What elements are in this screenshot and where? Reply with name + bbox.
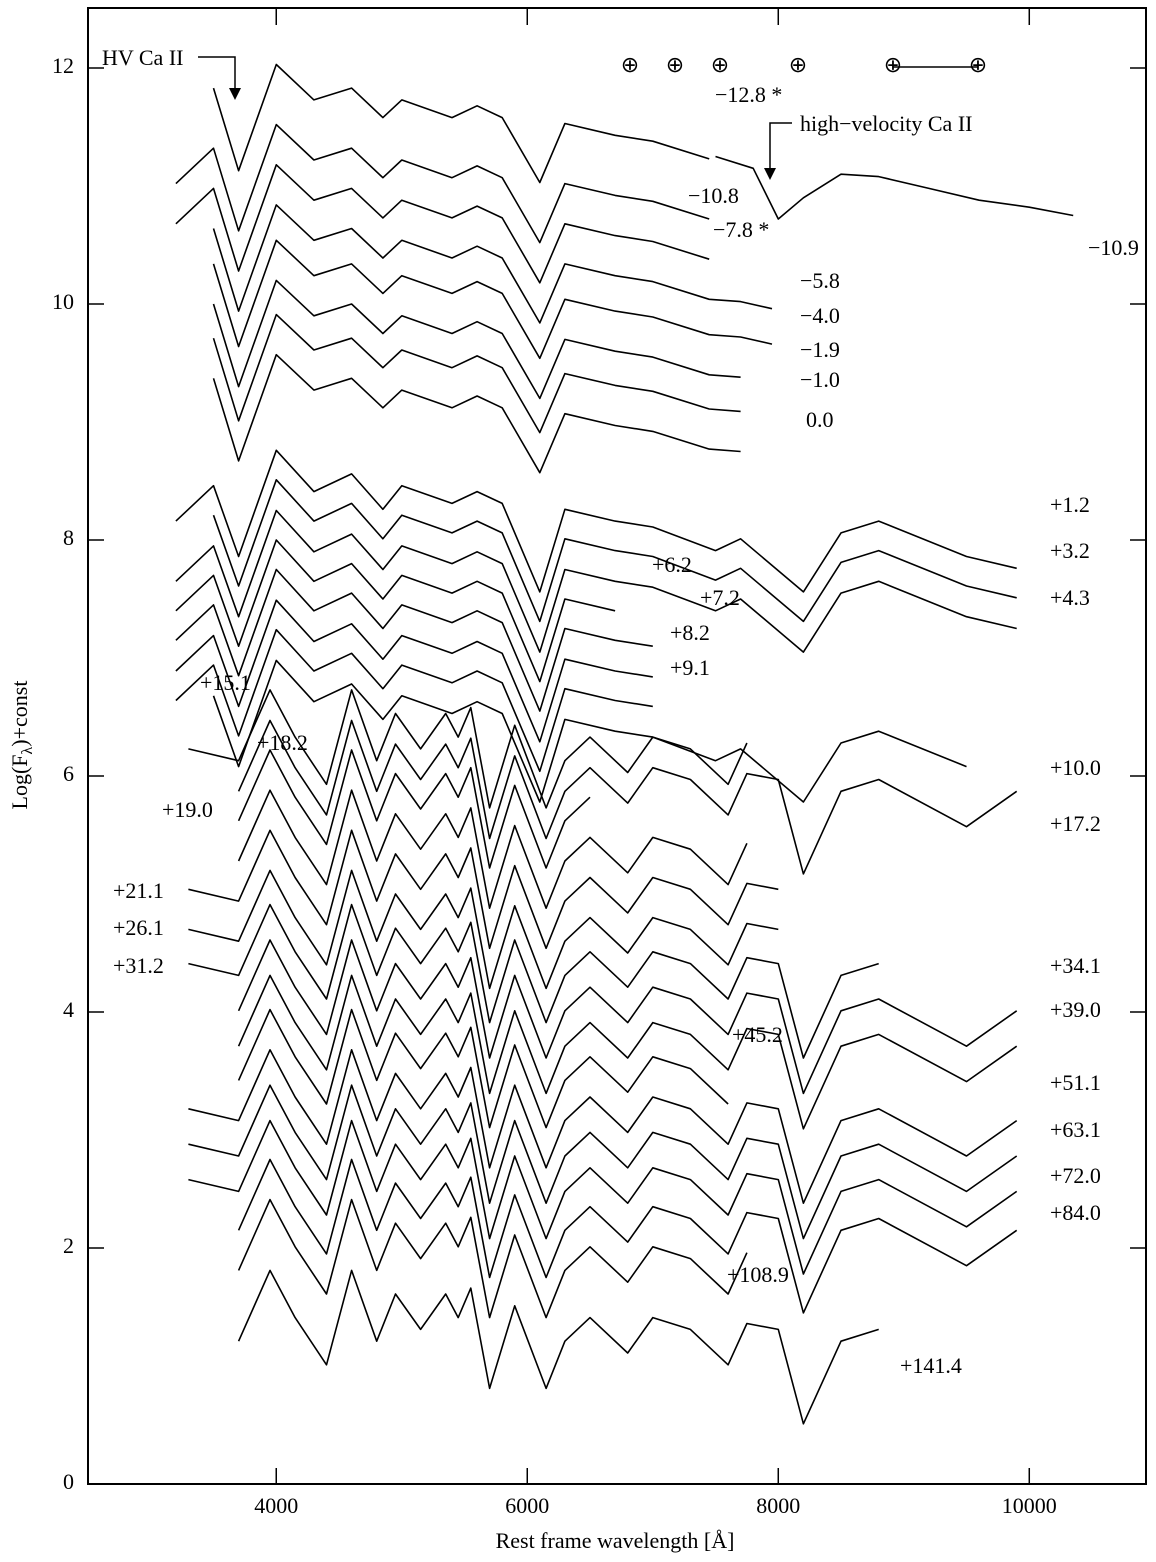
spectrum: [237, 789, 748, 909]
annotation: high−velocity Ca II: [800, 111, 972, 136]
spectrum-label: +8.2: [670, 620, 710, 645]
telluric-marker: ⊕: [621, 52, 639, 77]
spectrum-label: +51.1: [1050, 1070, 1101, 1095]
telluric-marker: ⊕: [969, 52, 987, 77]
spectrum-label: +15.1: [200, 670, 251, 695]
spectrum-label: +39.0: [1050, 997, 1101, 1022]
spectrum-label: +18.2: [257, 730, 308, 755]
spectrum: [188, 903, 879, 1059]
spectrum-label: +31.2: [113, 953, 164, 978]
spectrum: [175, 568, 653, 712]
spectrum-label: +9.1: [670, 655, 710, 680]
spectrum: [175, 449, 1017, 593]
spectrum-label: +6.2: [652, 552, 692, 577]
spectrum-label: −1.9: [800, 337, 840, 362]
spectrum: [175, 509, 1017, 653]
spectrum: [237, 1269, 879, 1425]
spectrum: [212, 479, 1017, 623]
spectrum-label: +72.0: [1050, 1163, 1101, 1188]
spectrum: [175, 628, 653, 773]
annotation-arrowhead: [229, 88, 241, 100]
spectrum-label: +26.1: [113, 915, 164, 940]
spectrum: [212, 204, 773, 324]
x-tick-label: 6000: [505, 1493, 549, 1518]
spectrum: [212, 239, 773, 360]
spectrum: [237, 1198, 748, 1319]
spectrum-label: −7.8 *: [713, 217, 769, 242]
y-axis-label-part: )+const: [7, 681, 32, 747]
spectrum: [715, 155, 1074, 220]
spectrum-label: +19.0: [162, 797, 213, 822]
y-tick-label: 10: [52, 289, 74, 314]
spectrum: [237, 719, 1018, 875]
y-tick-label: 6: [63, 761, 74, 786]
y-tick-label: 8: [63, 525, 74, 550]
spectrum: [175, 599, 653, 743]
spectrum-label: 0.0: [806, 407, 834, 432]
y-axis-label-sub: λ: [19, 746, 36, 754]
spectrum: [212, 659, 967, 803]
spectrum: [188, 689, 748, 809]
spectrum: [212, 279, 741, 400]
x-tick-label: 10000: [1002, 1493, 1057, 1518]
y-tick-label: 0: [63, 1469, 74, 1494]
spectrum-label: +84.0: [1050, 1200, 1101, 1225]
y-axis-label-part: Log(F: [7, 754, 32, 809]
spectrum-label: +10.0: [1050, 755, 1101, 780]
x-axis-label: Rest frame wavelength [Å]: [496, 1528, 735, 1553]
y-axis-label: Log(Fλ)+const: [7, 681, 36, 810]
spectrum: [212, 313, 741, 434]
spectrum-label: +4.3: [1050, 585, 1090, 610]
spectrum-label: −12.8 *: [715, 82, 782, 107]
spectrum-label: +3.2: [1050, 538, 1090, 563]
spectrum-label: +45.2: [732, 1022, 783, 1047]
spectrum-label: +141.4: [900, 1353, 962, 1378]
spectrum: [237, 939, 1018, 1095]
telluric-marker: ⊕: [711, 52, 729, 77]
telluric-marker: ⊕: [789, 52, 807, 77]
annotation-arrow: [198, 56, 236, 92]
y-tick-label: 12: [52, 53, 74, 78]
spectrum-label: +17.2: [1050, 811, 1101, 836]
spectrum: [188, 1119, 1018, 1275]
spectrum: [175, 539, 616, 683]
spectrum: [188, 1084, 1018, 1240]
annotation-arrow: [769, 122, 792, 172]
spectrum: [212, 353, 741, 474]
telluric-marker: ⊕: [666, 52, 684, 77]
annotation: HV Ca II: [102, 45, 183, 70]
spectrum: [237, 974, 1018, 1130]
spectrum-label: −4.0: [800, 303, 840, 328]
spectrum-label: +1.2: [1050, 492, 1090, 517]
plot-frame: [87, 7, 1147, 1485]
spectrum: [212, 63, 710, 184]
spectrum: [237, 1158, 1018, 1314]
spectrum: [188, 829, 779, 950]
x-tick-label: 4000: [254, 1493, 298, 1518]
spectrum-label: +108.9: [727, 1262, 789, 1287]
spectrum-label: +34.1: [1050, 953, 1101, 978]
telluric-marker: ⊕: [884, 52, 902, 77]
spectrum-label: +63.1: [1050, 1117, 1101, 1142]
y-tick-label: 4: [63, 997, 74, 1022]
spectrum-label: −5.8: [800, 268, 840, 293]
x-tick-label: 8000: [756, 1493, 800, 1518]
spectrum-label: −10.9: [1088, 235, 1139, 260]
annotation-arrowhead: [764, 168, 776, 180]
spectrum: [175, 164, 710, 284]
spectrum-label: −10.8: [688, 183, 739, 208]
spectrum-label: +21.1: [113, 878, 164, 903]
spectrum: [188, 1049, 1018, 1204]
y-tick-label: 2: [63, 1233, 74, 1258]
spectrum: [175, 123, 710, 244]
spectrum: [188, 869, 779, 990]
spectrum-label: −1.0: [800, 367, 840, 392]
spectrum-label: +7.2: [700, 585, 740, 610]
spectrum: [237, 749, 591, 869]
spectrum: [237, 1008, 729, 1129]
